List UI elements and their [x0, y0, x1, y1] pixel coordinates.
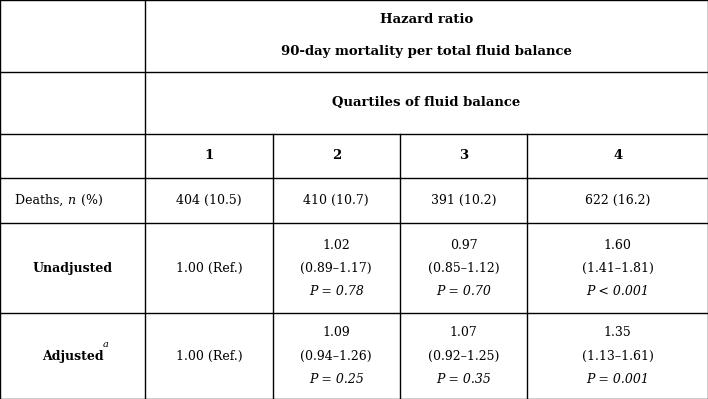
Text: P = 0.78: P = 0.78 [309, 285, 364, 298]
Text: 1.07: 1.07 [450, 326, 478, 340]
Text: P < 0.001: P < 0.001 [586, 285, 649, 298]
Text: Deaths,: Deaths, [15, 194, 67, 207]
Text: n: n [67, 194, 75, 207]
Text: 90-day mortality per total fluid balance: 90-day mortality per total fluid balance [281, 45, 572, 58]
Text: 1.00 (Ref.): 1.00 (Ref.) [176, 262, 242, 275]
Text: 1.00 (Ref.): 1.00 (Ref.) [176, 350, 242, 363]
Text: (0.85–1.12): (0.85–1.12) [428, 262, 500, 275]
Text: P = 0.001: P = 0.001 [586, 373, 649, 386]
Text: P = 0.35: P = 0.35 [436, 373, 491, 386]
Text: P = 0.70: P = 0.70 [436, 285, 491, 298]
Text: (0.89–1.17): (0.89–1.17) [300, 262, 372, 275]
Text: Hazard ratio: Hazard ratio [380, 14, 473, 26]
Text: 410 (10.7): 410 (10.7) [304, 194, 369, 207]
Text: 1.60: 1.60 [604, 239, 632, 252]
Text: 1.35: 1.35 [604, 326, 632, 340]
Text: 2: 2 [331, 149, 341, 162]
Text: 622 (16.2): 622 (16.2) [585, 194, 651, 207]
Text: 1: 1 [204, 149, 214, 162]
Text: 391 (10.2): 391 (10.2) [431, 194, 496, 207]
Text: Quartiles of fluid balance: Quartiles of fluid balance [333, 96, 520, 109]
Text: (0.92–1.25): (0.92–1.25) [428, 350, 499, 363]
Text: P = 0.25: P = 0.25 [309, 373, 364, 386]
Text: a: a [102, 340, 108, 349]
Text: 4: 4 [613, 149, 622, 162]
Text: (1.41–1.81): (1.41–1.81) [582, 262, 653, 275]
Text: (%): (%) [76, 194, 103, 207]
Text: (1.13–1.61): (1.13–1.61) [582, 350, 653, 363]
Text: 0.97: 0.97 [450, 239, 478, 252]
Text: 404 (10.5): 404 (10.5) [176, 194, 241, 207]
Text: (0.94–1.26): (0.94–1.26) [300, 350, 372, 363]
Text: 1.02: 1.02 [322, 239, 350, 252]
Text: Unadjusted: Unadjusted [33, 262, 113, 275]
Text: Adjusted: Adjusted [42, 350, 103, 363]
Text: 1.09: 1.09 [322, 326, 350, 340]
Text: 3: 3 [459, 149, 468, 162]
